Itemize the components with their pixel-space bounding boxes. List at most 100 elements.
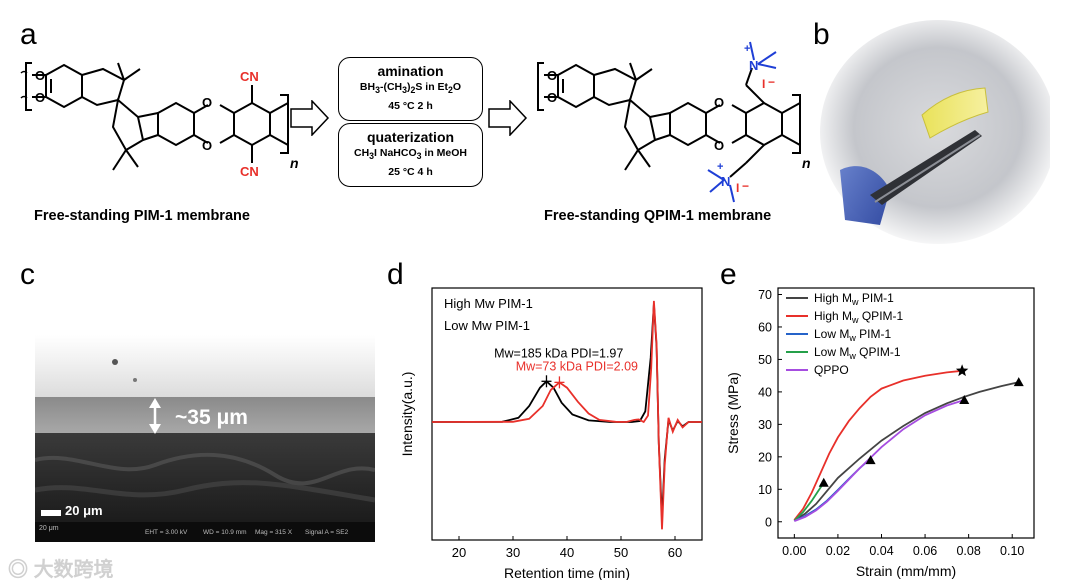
marker-3-1 bbox=[865, 455, 876, 465]
q-n-subscript: n bbox=[802, 155, 811, 171]
x-axis-label: Strain (mm/mm) bbox=[856, 563, 956, 579]
series-line-3 bbox=[793, 482, 825, 522]
stress-strain-chart: 0.00 0.02 0.04 0.06 0.08 0.10 0 10 20 30 40 50 60 70 S… bbox=[725, 287, 1035, 579]
pim1-structure: O O O O CN CN n bbox=[20, 62, 299, 179]
y-tick-label: 60 bbox=[758, 320, 772, 334]
x-tick-label: 0.02 bbox=[826, 544, 850, 558]
series-line-1 bbox=[431, 300, 702, 530]
legend-entry-1: Low Mw PIM-1 bbox=[444, 318, 530, 333]
x-tick-label: 0.08 bbox=[956, 544, 980, 558]
quaterization-reagents: CH3I NaHCO3 in MeOH bbox=[353, 147, 468, 162]
panel-e-label: e bbox=[720, 258, 737, 291]
annotation-high: Mw=185 kDa PDI=1.97 bbox=[494, 347, 623, 361]
panel-a-label: a bbox=[20, 18, 37, 51]
x-tick-label: 40 bbox=[560, 545, 574, 560]
x-tick-label: 0.06 bbox=[913, 544, 937, 558]
minus-top: − bbox=[768, 75, 775, 89]
series-line-0 bbox=[793, 381, 1019, 521]
q-o-label-1: O bbox=[547, 68, 557, 83]
x-tick-label: 50 bbox=[614, 545, 628, 560]
marker-1-0 bbox=[955, 364, 969, 377]
sem-info-eht: EHT = 3.00 kV bbox=[145, 529, 188, 536]
y-tick-label: 10 bbox=[758, 483, 772, 497]
watermark: ◎ 大数跨境 bbox=[8, 553, 114, 582]
x-tick-label: 0.04 bbox=[869, 544, 893, 558]
membrane-photo bbox=[820, 20, 1050, 244]
sem-cross-section bbox=[35, 290, 375, 542]
legend-entry-1: High Mw QPIM-1 bbox=[814, 309, 904, 325]
amination-title: amination bbox=[377, 63, 444, 79]
quaterization-box: quaterization CH3I NaHCO3 in MeOH 25 °C … bbox=[338, 123, 483, 187]
quaterization-conditions: 25 °C 4 h bbox=[388, 166, 433, 179]
o-label-1: O bbox=[35, 68, 45, 83]
series-line-1 bbox=[793, 369, 963, 521]
plus-bottom: + bbox=[717, 161, 723, 173]
quaterization-title: quaterization bbox=[366, 129, 455, 145]
x-tick-label: 20 bbox=[452, 545, 466, 560]
y-tick-label: 70 bbox=[758, 288, 772, 302]
annotation-low: Mw=73 kDa PDI=2.09 bbox=[516, 360, 638, 374]
iodide-bottom: I bbox=[736, 181, 739, 195]
legend-entry-4: QPPO bbox=[814, 363, 849, 377]
panel-b-label: b bbox=[813, 18, 830, 51]
watermark-text: 大数跨境 bbox=[33, 559, 114, 581]
sem-image: ~35 μm 20 μm 20 μm EHT = 3.00 kV WD = 10… bbox=[35, 290, 375, 542]
qpim1-caption: Free-standing QPIM-1 membrane bbox=[544, 208, 772, 224]
y-tick-label: 40 bbox=[758, 385, 772, 399]
iodide-top: I bbox=[762, 77, 765, 91]
marker-0-1 bbox=[1013, 377, 1024, 387]
legend-entry-3: Low Mw QPIM-1 bbox=[814, 345, 901, 361]
y-tick-label: 0 bbox=[765, 515, 772, 529]
q-o-label-3: O bbox=[714, 95, 724, 110]
n-subscript: n bbox=[290, 155, 299, 171]
sem-scale-small: 20 μm bbox=[39, 525, 59, 532]
marker-0-0 bbox=[959, 395, 970, 405]
marker-3-0 bbox=[818, 477, 829, 487]
amination-conditions: 45 °C 2 h bbox=[388, 100, 433, 113]
sem-scale-label: 20 μm bbox=[65, 503, 103, 518]
q-o-label-2: O bbox=[547, 90, 557, 105]
y-axis-label: Stress (MPa) bbox=[725, 372, 741, 454]
cn-label-top: CN bbox=[240, 69, 259, 84]
amination-box: amination BH3-(CH3)2S in Et2O 45 °C 2 h bbox=[338, 57, 483, 121]
x-axis-label: Retention time (min) bbox=[504, 565, 630, 580]
middle-aryl-ring bbox=[157, 101, 195, 147]
gpc-chart: 20 30 40 50 60 Retention time (min) Intensity(… bbox=[399, 287, 703, 580]
plus-top: + bbox=[744, 43, 750, 55]
x-tick-label: 60 bbox=[668, 545, 682, 560]
y-tick-label: 20 bbox=[758, 450, 772, 464]
amination-reagents: BH3-(CH3)2S in Et2O bbox=[359, 81, 462, 96]
y-axis-label: Intensity(a.u.) bbox=[399, 372, 415, 457]
legend-entry-2: Low Mw PIM-1 bbox=[814, 327, 892, 343]
x-tick-label: 0.10 bbox=[1000, 544, 1024, 558]
thickness-label: ~35 μm bbox=[175, 406, 248, 429]
sem-info-wd: WD = 10.9 mm bbox=[203, 529, 247, 536]
right-aryl-ring bbox=[233, 101, 271, 147]
sem-info-signal: Signal A = SE2 bbox=[305, 529, 349, 536]
q-o-label-4: O bbox=[714, 138, 724, 153]
pim1-caption: Free-standing PIM-1 membrane bbox=[34, 208, 250, 224]
panel-d-label: d bbox=[387, 258, 404, 291]
arrow-right-1 bbox=[290, 100, 330, 136]
x-tick-label: 0.00 bbox=[782, 544, 806, 558]
x-tick-label: 30 bbox=[506, 545, 520, 560]
left-bracket-shape bbox=[25, 62, 32, 111]
y-tick-label: 30 bbox=[758, 418, 772, 432]
plot-frame bbox=[777, 287, 1035, 539]
legend-entry-0: High Mw PIM-1 bbox=[814, 291, 894, 307]
legend-entry-0: High Mw PIM-1 bbox=[444, 296, 533, 311]
series-line-4 bbox=[793, 399, 965, 522]
o-label-4: O bbox=[202, 138, 212, 153]
sem-info-mag: Mag = 315 X bbox=[255, 529, 293, 536]
arrow-right-2 bbox=[488, 100, 528, 136]
watermark-icon: ◎ bbox=[8, 559, 34, 581]
cn-label-bottom: CN bbox=[240, 164, 259, 179]
panel-c-label: c bbox=[20, 258, 35, 291]
qpim1-structure: O O O O N + I − N + I − n bbox=[537, 41, 811, 203]
minus-bottom: − bbox=[742, 179, 749, 193]
n-plus-bottom: N bbox=[721, 174, 730, 189]
series-line-0 bbox=[431, 304, 702, 519]
n-plus-top: N bbox=[749, 58, 758, 73]
o-label-2: O bbox=[35, 90, 45, 105]
o-label-3: O bbox=[202, 95, 212, 110]
